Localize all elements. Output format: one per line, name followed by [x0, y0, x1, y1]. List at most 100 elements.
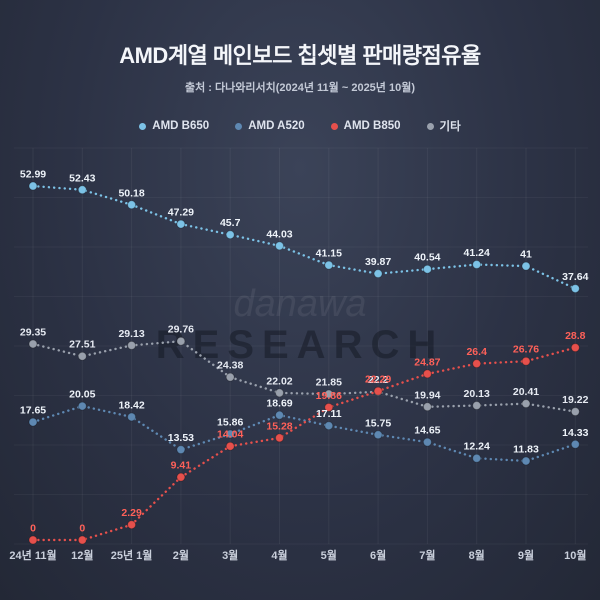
data-point	[225, 230, 235, 240]
data-label: 20.05	[69, 389, 95, 401]
data-label: 52.99	[20, 169, 46, 181]
legend-item-amd-b850: AMD B850	[330, 120, 401, 132]
x-axis-label: 6월	[370, 548, 386, 562]
data-point	[521, 456, 531, 466]
data-point	[225, 372, 235, 382]
series-line-3	[31, 339, 577, 413]
data-label: 15.86	[217, 417, 243, 429]
data-label: 28.8	[565, 330, 586, 342]
data-point	[472, 401, 482, 411]
data-label: 41.15	[316, 248, 342, 260]
data-label: 9.41	[171, 460, 192, 472]
data-label: 18.69	[266, 398, 292, 410]
data-point	[570, 439, 580, 449]
data-point	[77, 535, 87, 545]
data-label: 47.29	[168, 207, 194, 219]
data-label: 18.42	[118, 399, 144, 411]
series-line-0	[31, 184, 577, 290]
data-point	[275, 433, 284, 443]
data-point	[225, 441, 235, 451]
data-point	[28, 417, 38, 427]
data-label: 21.85	[316, 377, 342, 389]
x-axis-label: 9월	[518, 548, 534, 562]
legend-dot-icon	[330, 122, 338, 130]
data-label: 45.7	[220, 217, 241, 229]
legend-dot-icon	[139, 122, 147, 130]
series-line-2	[31, 346, 577, 542]
data-label: 52.43	[69, 172, 95, 184]
data-point	[225, 429, 235, 439]
data-label: 29.13	[118, 328, 144, 340]
data-point	[127, 412, 137, 422]
data-label: 24.38	[217, 360, 243, 372]
data-point	[127, 200, 137, 210]
data-label: 22.02	[266, 375, 292, 387]
data-point	[422, 264, 432, 274]
data-label: 0	[30, 523, 36, 535]
legend-item-amd-b650: AMD B650	[139, 120, 209, 132]
data-label: 24.87	[414, 356, 440, 368]
data-point	[28, 339, 38, 349]
x-axis-label: 7월	[419, 548, 435, 562]
data-point	[28, 535, 38, 545]
data-point	[373, 269, 383, 279]
data-point	[28, 181, 38, 191]
data-label: 12.24	[464, 441, 490, 453]
data-point	[127, 520, 137, 530]
data-point	[324, 389, 334, 399]
data-label: 17.65	[20, 405, 46, 417]
legend-item-etc: 기타	[426, 118, 461, 134]
series-line-1	[31, 404, 577, 463]
legend-label: 기타	[439, 121, 461, 133]
chart-header: AMD계열 메인보드 칩셋별 판매량점유율 출처 : 다나와리서치(2024년 …	[0, 38, 600, 95]
x-axis-label: 25년 1월	[111, 548, 153, 562]
data-label: 26.76	[513, 344, 539, 356]
data-point	[521, 261, 531, 271]
data-label: 29.76	[168, 324, 194, 336]
data-point	[176, 219, 186, 229]
data-point	[77, 351, 87, 361]
data-label: 39.87	[365, 256, 391, 268]
data-label: 40.54	[414, 252, 440, 264]
data-label: 0	[79, 523, 85, 535]
data-point	[176, 336, 186, 346]
data-label: 14.65	[414, 425, 440, 437]
legend-item-amd-a520: AMD A520	[235, 120, 305, 132]
data-point	[77, 401, 87, 411]
data-point	[570, 343, 580, 353]
data-point	[472, 453, 482, 463]
x-axis-label: 3월	[222, 548, 238, 562]
data-point	[373, 386, 383, 396]
chart-legend: AMD B650 AMD A520 AMD B850 기타	[0, 118, 600, 134]
data-label: 29.35	[20, 326, 46, 338]
data-label: 2.29	[121, 507, 142, 519]
data-point	[521, 356, 531, 366]
chart-title: AMD계열 메인보드 칩셋별 판매량점유율	[119, 43, 481, 68]
x-axis-label: 10월	[564, 548, 586, 562]
data-label: 17.11	[316, 408, 342, 420]
data-label: 19.22	[562, 394, 588, 406]
watermark-danawa: danawa	[233, 283, 366, 325]
x-axis-label: 5월	[321, 548, 337, 562]
legend-label: AMD A520	[248, 120, 305, 132]
data-label: 22.2	[368, 374, 389, 386]
legend-dot-icon	[426, 122, 434, 130]
data-label: 14.04	[217, 429, 243, 441]
legend-label: AMD B650	[152, 120, 210, 132]
data-point	[324, 421, 334, 431]
data-label: 26.4	[466, 346, 487, 358]
watermark-research: RESEARCH	[156, 323, 444, 367]
data-label: 20.41	[513, 386, 539, 398]
chart-subtitle: 출처 : 다나와리서치(2024년 11월 ~ 2025년 10월)	[185, 82, 415, 94]
x-axis-label: 12월	[71, 548, 93, 562]
data-label: 22.29	[365, 374, 391, 386]
data-point	[472, 260, 482, 270]
data-point	[422, 437, 432, 447]
data-point	[77, 185, 87, 195]
legend-dot-icon	[235, 122, 243, 130]
data-point	[570, 407, 580, 417]
x-axis-label: 4월	[271, 548, 287, 562]
data-point	[275, 410, 284, 420]
